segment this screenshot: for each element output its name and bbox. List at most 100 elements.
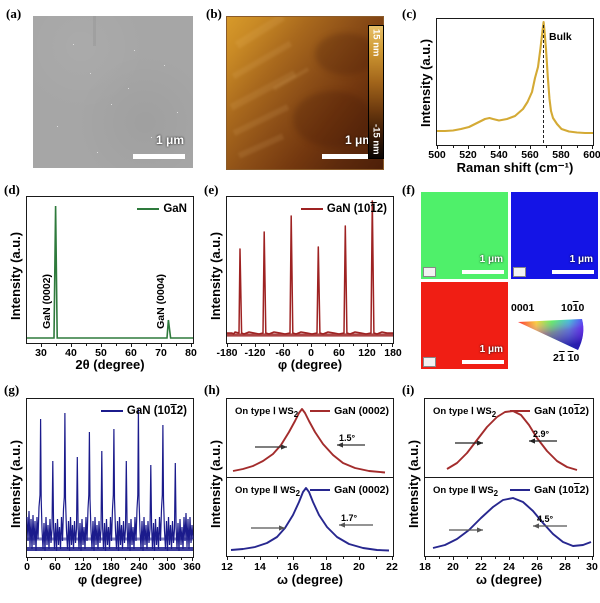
xtick-g-0: 0: [24, 561, 30, 573]
ebsd-corner-marker-blue: [513, 267, 526, 277]
scalebar-label-f-blue: 1 μm: [569, 254, 593, 265]
xtick-h-4: 20: [353, 561, 365, 573]
afm-image: 1 μm: [226, 16, 384, 170]
plot-frame-g: GaN (1012): [26, 398, 194, 558]
note-h-top: On type Ⅰ WS2: [235, 406, 299, 419]
scalebar-label-b: 1 μm: [344, 133, 373, 147]
xtick-d-5: 80: [185, 347, 197, 359]
ebsd-corner-marker-red: [423, 357, 436, 367]
note-h-bottom: On type Ⅱ WS2: [235, 485, 301, 498]
colorbar-min-label: -15 nm: [370, 124, 382, 155]
xtick-d-1: 40: [65, 347, 77, 359]
xtick-i-2: 22: [475, 561, 487, 573]
fwhm-label-i-top: 2.9°: [533, 429, 550, 439]
legend-i-top: GaN (1012): [510, 405, 589, 417]
xtick-d-0: 30: [35, 347, 47, 359]
panel-label-a: (a): [6, 6, 22, 21]
ebsd-map-red: 1 μm: [421, 282, 508, 369]
y-axis-label-g: Intensity (a.u.): [8, 439, 23, 529]
legend-g: GaN (1012): [100, 405, 187, 417]
y-axis-label-h: Intensity (a.u.): [208, 439, 223, 529]
rocking-curve-h-bottom: [230, 487, 390, 552]
xtick-g-2: 120: [74, 561, 92, 573]
scalebar-label-a: 1 μm: [155, 133, 184, 147]
ipf-label-1010: 1010: [561, 302, 585, 314]
note-i-top: On type Ⅰ WS2: [433, 406, 497, 419]
legend-swatch-g: [100, 409, 123, 413]
scalebar-b: [322, 154, 374, 159]
xtick-g-4: 240: [130, 561, 148, 573]
y-axis-label-i: Intensity (a.u.): [406, 439, 421, 529]
scalebar-f-blue: [552, 270, 594, 274]
ebsd-map-green: 1 μm: [421, 192, 508, 279]
xtick-e-3: 0: [308, 347, 314, 359]
xtick-g-6: 360: [183, 561, 201, 573]
plot-frame-d: GaN (0002) GaN (0004) GaN: [26, 196, 194, 344]
sem-image: 1 μm: [33, 16, 193, 168]
x-axis-label-c: Raman shift (cm⁻¹): [456, 160, 574, 175]
xtick-e-5: 120: [358, 347, 376, 359]
plot-frame-h-top: On type Ⅰ WS2 GaN (0002) 1.5°: [226, 398, 394, 478]
phi-scan-curve-g: [26, 408, 194, 552]
bulk-annotation: Bulk: [549, 31, 572, 43]
plot-frame-h-bottom: On type Ⅱ WS2 GaN (0002) 1.7°: [226, 477, 394, 557]
panel-label-h: (h): [204, 382, 220, 397]
bulk-dashed-line: [543, 25, 544, 143]
xtick-c-4: 580: [552, 149, 570, 161]
legend-h-top: GaN (0002): [310, 405, 389, 417]
plot-frame-i-top: On type Ⅰ WS2 GaN (1012) 2.9°: [424, 398, 594, 478]
legend-swatch-e: [300, 207, 323, 211]
legend-swatch-i-bottom: [510, 488, 531, 492]
scalebar-label-f-green: 1 μm: [479, 254, 503, 265]
ipf-label-0001: 0001: [511, 302, 535, 314]
xtick-e-2: -60: [275, 347, 291, 359]
plot-frame-i-bottom: On type Ⅱ WS2 GaN (1012) 4.5°: [424, 477, 594, 557]
x-axis-label-e: φ (degree): [277, 357, 343, 372]
scalebar-f-green: [462, 270, 504, 274]
legend-label-h-bottom: GaN (0002): [334, 484, 389, 496]
xtick-e-0: -180: [216, 347, 238, 359]
legend-d: GaN: [137, 203, 187, 215]
ipf-triangle-legend: [518, 319, 584, 350]
peak-label-d-0004: GaN (0004): [155, 274, 167, 329]
raman-curve: [437, 20, 593, 135]
xtick-i-5: 28: [559, 561, 571, 573]
peak-label-d-0002: GaN (0002): [41, 274, 53, 329]
panel-label-d: (d): [4, 182, 20, 197]
xtick-c-0: 500: [428, 149, 446, 161]
rocking-curve-h-top: [232, 408, 386, 474]
panel-label-f: (f): [402, 182, 415, 197]
xrd-curve-d: [27, 205, 193, 339]
xtick-h-1: 14: [254, 561, 266, 573]
panel-label-e: (e): [204, 182, 219, 197]
phi-scan-curve-e: [227, 200, 393, 337]
fwhm-label-h-top: 1.5°: [339, 433, 356, 443]
xtick-h-5: 22: [386, 561, 398, 573]
panel-label-i: (i): [402, 382, 415, 397]
scalebar-label-f-red: 1 μm: [479, 344, 503, 355]
legend-label-d: GaN: [163, 203, 187, 215]
xtick-e-1: -120: [244, 347, 266, 359]
plot-frame-e: GaN (1012): [226, 196, 394, 344]
xtick-d-4: 70: [155, 347, 167, 359]
xtick-i-0: 18: [419, 561, 431, 573]
xtick-d-2: 50: [95, 347, 107, 359]
xtick-i-4: 26: [531, 561, 543, 573]
legend-label-i-top: GaN (1012): [534, 405, 589, 417]
xtick-c-3: 560: [521, 149, 539, 161]
panel-label-c: (c): [402, 6, 417, 21]
afm-colorbar: 15 nm -15 nm: [368, 25, 384, 159]
ebsd-corner-marker-green: [423, 267, 436, 277]
xtick-g-5: 300: [158, 561, 176, 573]
ipf-label-2110: 21 10: [553, 352, 580, 364]
legend-label-i-bottom: GaN (1012): [534, 484, 589, 496]
xtick-i-3: 24: [503, 561, 515, 573]
legend-label-h-top: GaN (0002): [334, 405, 389, 417]
y-axis-label-d: Intensity (a.u.): [8, 231, 23, 321]
xtick-h-0: 12: [221, 561, 233, 573]
fwhm-label-i-bottom: 4.5°: [537, 514, 554, 524]
scalebar-f-red: [462, 360, 504, 364]
note-i-bottom: On type Ⅱ WS2: [433, 485, 499, 498]
x-axis-label-g: φ (degree): [77, 572, 143, 587]
x-axis-label-d: 2θ (degree): [75, 357, 145, 372]
